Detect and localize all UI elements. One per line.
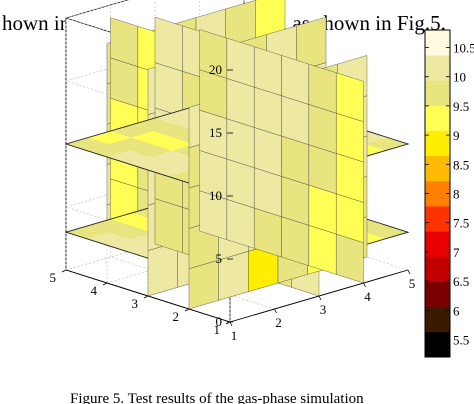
x-tick-mark <box>274 308 277 314</box>
slice-planes <box>64 0 410 310</box>
y-tick-label: 4 <box>91 283 98 298</box>
x-tick-label: 5 <box>409 276 416 291</box>
colorbar-segment <box>425 281 450 308</box>
x-tick-label: 4 <box>364 289 371 304</box>
y-tick-label: 3 <box>132 296 139 311</box>
vertical-slice-x3-cell <box>154 16 183 72</box>
colorbar-tick-label: 8.5 <box>453 157 469 172</box>
colorbar-segment <box>425 105 450 132</box>
x-floor-gridline <box>243 217 409 271</box>
colorbar-segment <box>425 155 450 182</box>
colorbar-segment <box>425 80 450 106</box>
colorbar-tick-label: 5.5 <box>453 332 469 347</box>
y-tick-mark <box>225 321 231 325</box>
colorbar-tick-label: 7.5 <box>453 216 469 231</box>
x-tick-label: 1 <box>231 328 238 343</box>
vertical-slice-y3-cell <box>147 241 178 297</box>
colorbar-segment <box>425 306 450 333</box>
vertical-slice-x2-cell <box>110 17 138 67</box>
y-tick-mark <box>102 282 108 286</box>
colorbar-segment <box>425 55 450 81</box>
vertical-slice-y3-cell <box>296 16 327 72</box>
x-floor-gridline <box>110 256 275 310</box>
colorbar-segment <box>425 180 450 207</box>
y-tick-label: 2 <box>173 309 180 324</box>
vertical-slice-x4-cell <box>281 55 309 105</box>
colorbar-tick-label: 10 <box>453 70 466 85</box>
y-tick-mark <box>184 308 190 312</box>
y-tick-mark <box>143 295 149 299</box>
colorbar: 5.5 6 6.5 7 7.5 8 8.5 9 9.5 10 10.5 <box>424 29 474 358</box>
y-tick-label: 5 <box>50 270 57 285</box>
z-axis-ticks: 0 5 10 15 20 <box>209 62 233 329</box>
x-tick-mark <box>229 321 233 327</box>
colorbar-segment <box>425 30 450 56</box>
z-tick-label: 5 <box>216 251 223 266</box>
y-tick-mark <box>61 269 67 273</box>
x-tick-label: 3 <box>320 302 327 317</box>
figure-caption: Figure 5. Test results of the gas-phase … <box>70 391 364 404</box>
y-axis-ticks: 1 2 3 4 5 <box>50 269 231 337</box>
z-tick-label: 15 <box>209 125 222 140</box>
colorbar-segment <box>425 130 450 157</box>
x-tick-label: 2 <box>275 315 282 330</box>
colorbar-tick-label: 7 <box>453 245 460 260</box>
colorbar-tick-label: 9.5 <box>453 99 469 114</box>
x-tick-mark <box>318 295 322 301</box>
colorbar-tick-label: 9 <box>453 128 460 143</box>
vertical-slice-x3-cell <box>154 198 183 253</box>
colorbar-tick-label: 10.5 <box>453 41 474 56</box>
z-tick-label: 0 <box>216 314 223 329</box>
colorbar-segment <box>425 206 450 232</box>
vertical-slice-x4-cell <box>226 37 255 88</box>
x-tick-mark <box>363 282 366 288</box>
colorbar-segment <box>425 231 450 257</box>
vertical-slice-x4-cell <box>308 63 337 114</box>
z-tick-label: 20 <box>209 62 222 77</box>
z-tick-label: 10 <box>209 188 222 203</box>
colorbar-segment <box>425 256 450 282</box>
vertical-slice-x3-cell <box>154 62 183 117</box>
colorbar-tick-label: 6 <box>453 303 460 318</box>
colorbar-tick-label: 8 <box>453 187 460 202</box>
colorbar-tick-label: 6.5 <box>453 274 469 289</box>
vertical-slice-x4-cell <box>254 46 282 96</box>
y-axis-line <box>65 269 231 323</box>
vertical-slice-x4-cell <box>336 72 364 122</box>
vertical-slice-x4-cell <box>199 29 227 79</box>
x-axis-ticks: 1 2 3 4 5 <box>65 269 416 343</box>
y-tick-label: 1 <box>214 322 221 337</box>
colorbar-segment <box>425 331 450 358</box>
x-tick-mark <box>407 269 411 275</box>
